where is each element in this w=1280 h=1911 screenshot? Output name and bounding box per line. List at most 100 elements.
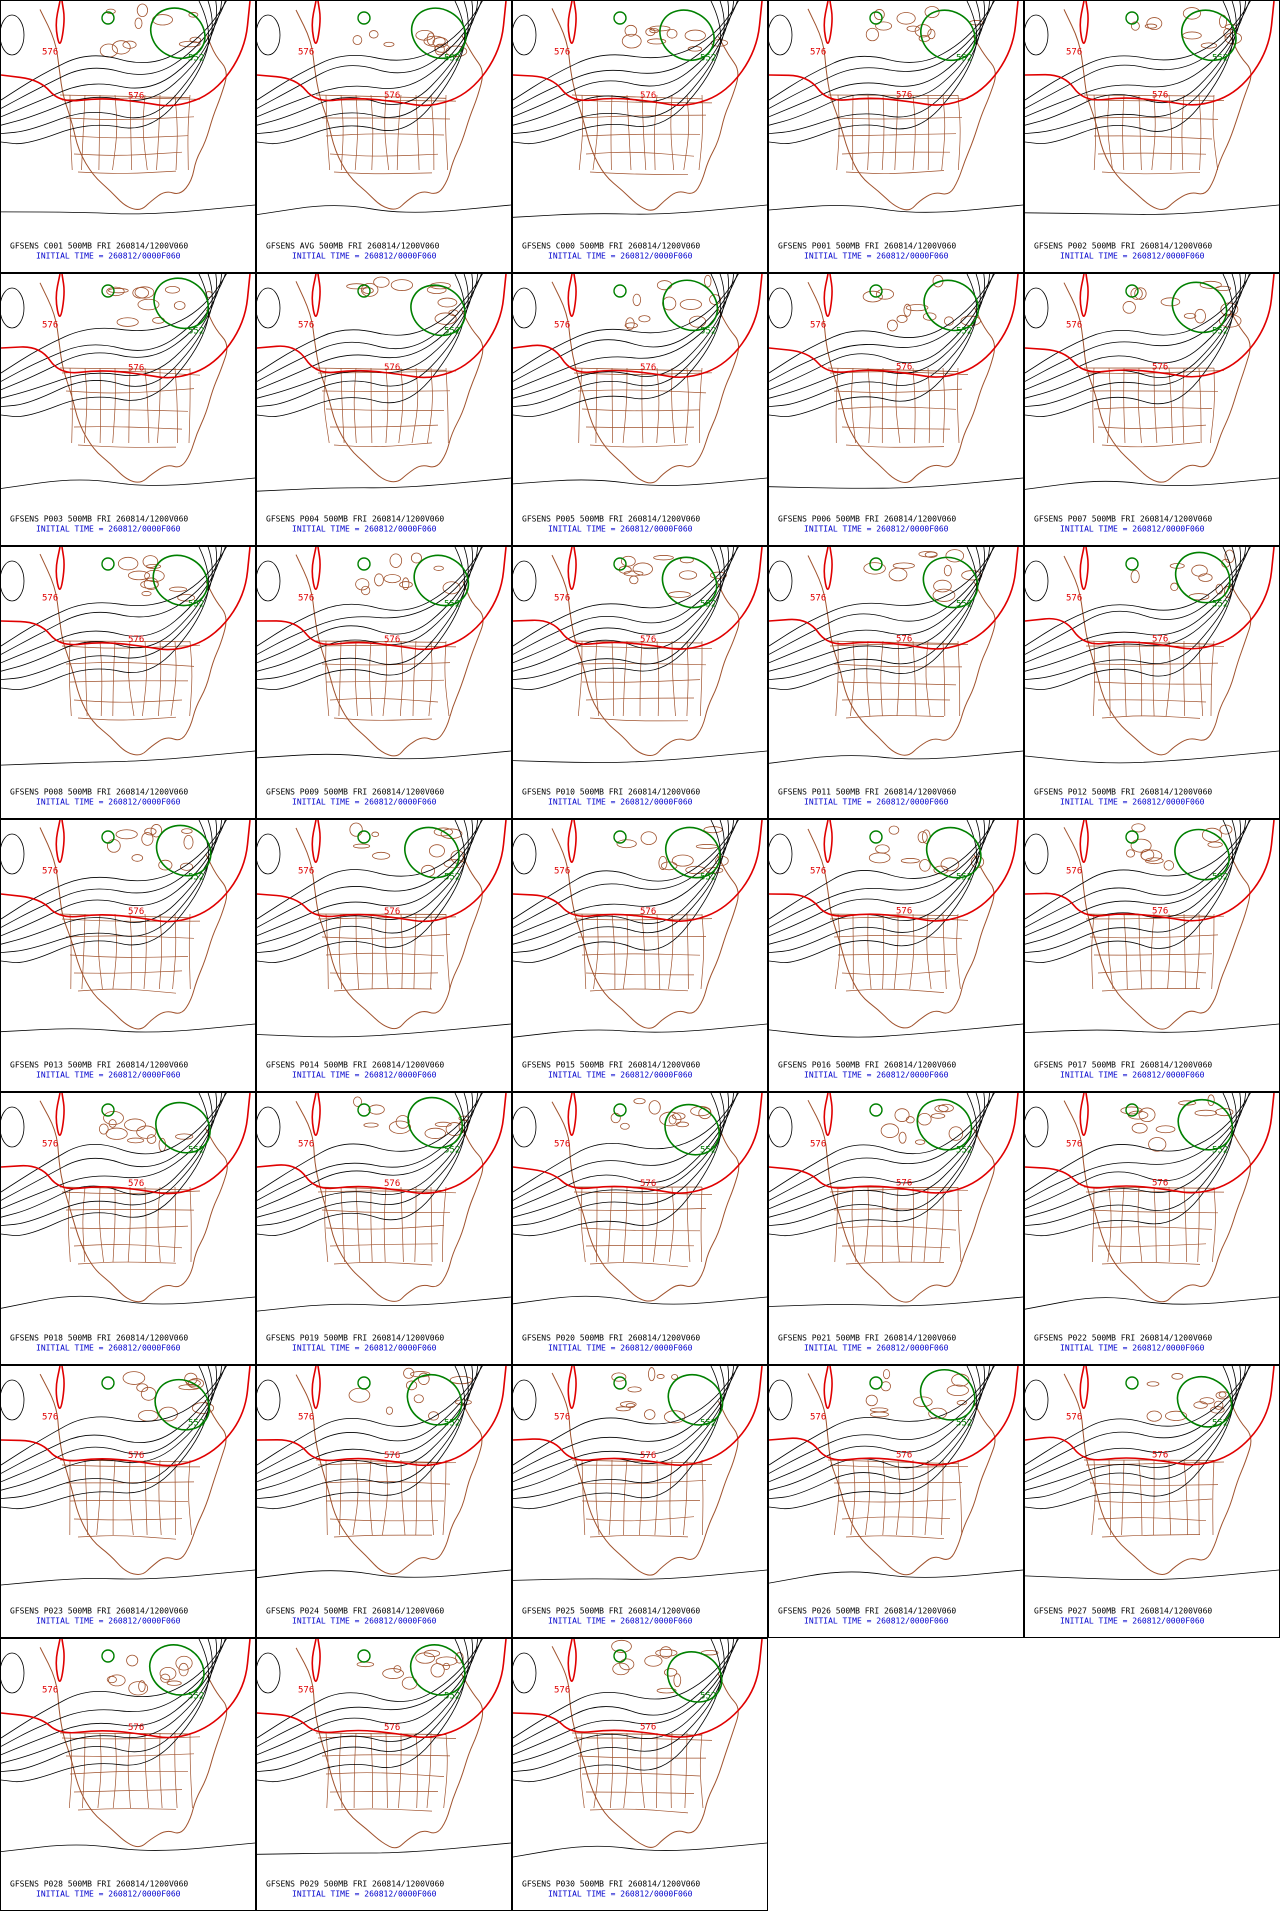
island <box>175 1133 194 1140</box>
state-line <box>579 1732 585 1809</box>
island <box>373 276 390 288</box>
state-line <box>1212 94 1219 171</box>
island <box>611 1372 627 1382</box>
panel-frame <box>1024 819 1280 1092</box>
contour-label: 576 <box>810 321 826 331</box>
state-line <box>1182 367 1185 444</box>
height-contour <box>513 1379 537 1421</box>
state-line <box>1093 407 1213 410</box>
state-line <box>581 679 701 683</box>
state-line <box>581 1227 701 1232</box>
island <box>671 1112 686 1120</box>
island <box>940 857 960 872</box>
state-line <box>329 1518 439 1522</box>
state-line <box>69 94 73 171</box>
map-area <box>769 1366 1023 1584</box>
contour-label: 576 <box>298 1413 314 1423</box>
state-line <box>833 1208 963 1211</box>
height-contour <box>513 1652 537 1694</box>
state-line <box>385 1732 388 1809</box>
state-line <box>573 918 713 921</box>
coastline <box>1063 1100 1251 1303</box>
green-contour <box>357 1376 371 1390</box>
state-line <box>442 1186 447 1263</box>
state-line <box>329 972 439 975</box>
panel-initial-time: INITIAL TIME = 260812/0000F060 <box>36 1344 181 1353</box>
height-contour <box>513 1093 722 1237</box>
contour-label: 576 <box>896 907 912 917</box>
island <box>624 24 638 37</box>
island <box>106 286 125 297</box>
island <box>348 1387 371 1403</box>
height-contour <box>257 560 281 602</box>
map-panel: 576 576 552 GFSENS P011 500MB FRI 260814/12… <box>768 546 1024 819</box>
green-contour <box>869 830 883 844</box>
island <box>905 1116 915 1124</box>
island <box>922 312 937 321</box>
height-contour <box>513 833 537 875</box>
green-contour <box>101 1103 115 1117</box>
island <box>362 287 374 294</box>
red-contour <box>823 274 833 317</box>
green-contour <box>1125 557 1139 571</box>
height-contour <box>1 1379 25 1421</box>
height-contour <box>1025 477 1279 490</box>
height-contour <box>1 1106 25 1148</box>
height-contour <box>257 1569 511 1579</box>
panel-frame <box>1024 546 1280 819</box>
island <box>134 17 143 30</box>
panel-initial-time: INITIAL TIME = 260812/0000F060 <box>1060 1617 1205 1626</box>
map-panel: 576 576 552 GFSENS C001 500MB FRI 260814/12… <box>0 0 256 273</box>
height-contour <box>1 477 255 489</box>
state-line <box>699 367 703 444</box>
state-line <box>924 1459 929 1536</box>
island <box>666 29 678 39</box>
state-line <box>333 988 433 992</box>
map-area <box>513 1093 767 1305</box>
state-line <box>1097 1517 1207 1522</box>
height-contour <box>1 274 223 391</box>
island <box>1146 1410 1162 1422</box>
island <box>145 563 162 569</box>
island <box>413 1394 424 1404</box>
height-contour <box>1025 560 1049 602</box>
state-line <box>589 717 689 722</box>
map-area <box>257 1 511 215</box>
contour-label: 576 <box>128 363 144 373</box>
state-line <box>340 94 344 171</box>
green-contour <box>869 284 883 298</box>
state-line <box>112 1186 116 1263</box>
island <box>632 562 653 576</box>
panel-frame <box>0 819 256 1092</box>
contour-label: 576 <box>896 635 912 645</box>
island <box>900 858 920 864</box>
panel-title: GFSENS P005 500MB FRI 260814/1200V060 <box>522 515 700 524</box>
panel-initial-time: INITIAL TIME = 260812/0000F060 <box>1060 1344 1205 1353</box>
height-contour <box>257 820 479 937</box>
green-contour <box>1125 830 1139 844</box>
red-contour <box>55 547 65 590</box>
green-contour <box>1174 828 1230 881</box>
island <box>142 555 159 568</box>
green-contour <box>869 11 883 25</box>
state-line <box>77 1808 177 1811</box>
height-contour <box>513 1093 735 1210</box>
state-line <box>96 1459 101 1536</box>
green-contour <box>357 11 371 25</box>
state-line <box>656 640 660 717</box>
panel-frame <box>512 1092 768 1365</box>
state-line <box>99 1186 104 1263</box>
island <box>1134 287 1147 300</box>
state-line <box>867 94 870 171</box>
state-line <box>69 1225 189 1229</box>
contour-label: 576 <box>554 594 570 604</box>
map-area <box>257 820 511 1038</box>
state-line <box>640 1732 645 1809</box>
state-line <box>1085 370 1225 374</box>
green-contour <box>101 557 115 571</box>
state-line <box>82 1186 86 1263</box>
height-contour <box>1025 1 1247 118</box>
state-line <box>325 1732 329 1809</box>
contour-label: 576 <box>554 1413 570 1423</box>
height-contour <box>1 820 210 964</box>
